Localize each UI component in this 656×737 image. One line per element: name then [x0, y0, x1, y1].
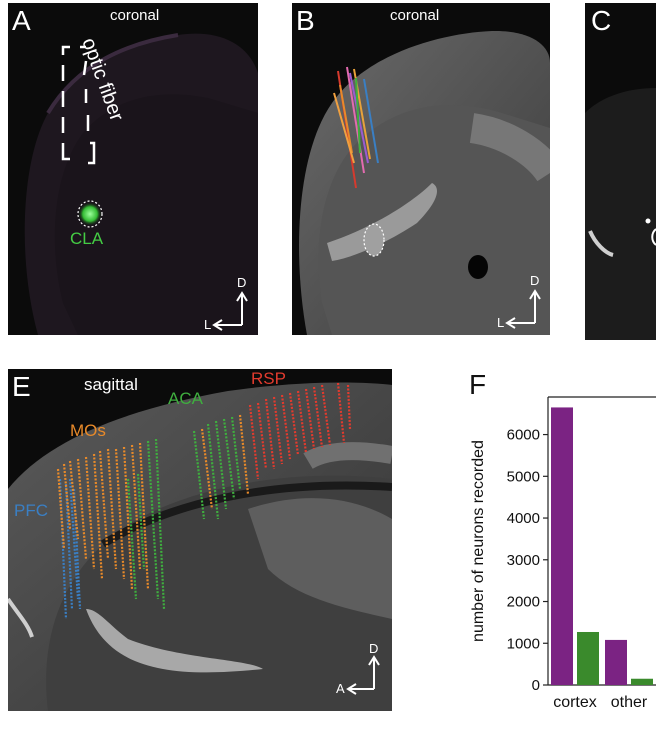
y-tick-label: 1000	[507, 635, 540, 652]
probe-track	[238, 414, 250, 495]
probe-track	[214, 420, 228, 510]
bar-other-0	[605, 639, 627, 685]
y-tick-label: 2000	[507, 594, 540, 611]
y-tick-label: 4000	[507, 510, 540, 527]
panel-label-c: C	[591, 5, 612, 36]
axis-d-label-e: D	[369, 641, 379, 656]
axis-d-label-a: D	[237, 275, 247, 290]
probe-track	[304, 388, 316, 450]
panel-e: E sagittal PFC MOs ACA RSP D A	[8, 369, 392, 711]
probe-track	[68, 478, 80, 600]
probe-track	[72, 488, 82, 610]
probe-tracks-b	[333, 66, 379, 189]
probe-track	[136, 473, 146, 570]
y-tick-label: 3000	[507, 552, 540, 569]
probe-track	[62, 463, 72, 530]
probe-track	[98, 450, 110, 560]
probe-track	[336, 382, 346, 444]
probe-track	[200, 428, 214, 510]
probe-track	[56, 468, 66, 550]
probe-track	[230, 416, 242, 490]
panel-label-b: B	[296, 5, 315, 36]
probe-track	[320, 384, 332, 446]
cla-label: CLA	[70, 229, 104, 248]
optic-fiber-bracket	[61, 45, 96, 165]
axis-l-label-b: L	[497, 315, 505, 330]
region-label-rsp: RSP	[251, 369, 286, 388]
region-label-mos: MOs	[70, 421, 106, 440]
axis-arrows-b	[505, 289, 541, 329]
probe-track	[264, 398, 276, 470]
probe-track	[280, 394, 292, 460]
neuron-count-chart: 0 1000 2000 3000 4000 5000 6000 cortex other numb…	[470, 396, 656, 711]
panel-a: A coronal optic fiber CLA D L	[8, 3, 258, 335]
bar-cortex-1	[577, 631, 599, 685]
probe-track	[222, 418, 236, 500]
probe-track	[106, 448, 118, 570]
x-tick-label: other	[611, 694, 648, 711]
axis-arrows-e	[346, 655, 380, 695]
cla-region-e	[86, 609, 263, 673]
axis-a-label-e: A	[336, 681, 345, 696]
y-axis-label: number of neurons recorded	[470, 440, 487, 642]
cla-signal	[78, 202, 102, 226]
probe-track	[58, 478, 68, 620]
panel-label-f: F	[469, 369, 487, 400]
probe-track	[84, 456, 96, 570]
probe-track	[346, 384, 352, 430]
panel-f: F 0 1000 2000 3000 4000 5000 6000 cortex other nu…	[455, 365, 656, 732]
y-tick-label: 6000	[507, 427, 540, 444]
probe-track	[248, 404, 260, 480]
probe-track	[192, 430, 206, 520]
probe-track	[272, 396, 284, 465]
probe-track	[256, 402, 268, 470]
probe-track	[114, 448, 126, 580]
probe-track	[126, 478, 138, 600]
axis-l-label-a: L	[204, 317, 212, 332]
bar-other-1	[631, 678, 653, 685]
y-tick-label: 5000	[507, 468, 540, 485]
axis-arrows-a	[212, 291, 248, 331]
view-label-b: coronal	[390, 7, 440, 24]
probe-track	[122, 446, 134, 590]
panel-b-image	[299, 30, 550, 335]
region-label-aca: ACA	[168, 389, 203, 408]
panel-c: C	[585, 3, 656, 340]
panel-b: B coronal D L	[292, 3, 550, 335]
panel-label-e: E	[12, 371, 31, 402]
bar-cortex-0	[551, 407, 573, 685]
axis-d-label-b: D	[530, 273, 540, 288]
view-label-e: sagittal	[84, 375, 138, 394]
x-tick-label: cortex	[553, 694, 597, 711]
panel-c-image	[585, 88, 656, 340]
panel-a-image	[24, 33, 258, 335]
panel-label-a: A	[12, 5, 31, 36]
region-label-pfc: PFC	[14, 501, 48, 520]
probe-track	[76, 458, 88, 560]
probe-track	[154, 438, 166, 610]
panel-e-image	[8, 382, 392, 711]
probe-track	[312, 386, 324, 448]
y-tick-label: 0	[532, 677, 540, 694]
probe-track	[206, 423, 220, 520]
probe-tracks-e	[56, 382, 352, 620]
view-label-a: coronal	[110, 7, 160, 24]
probe-track	[68, 460, 80, 540]
probe-track	[146, 440, 160, 600]
